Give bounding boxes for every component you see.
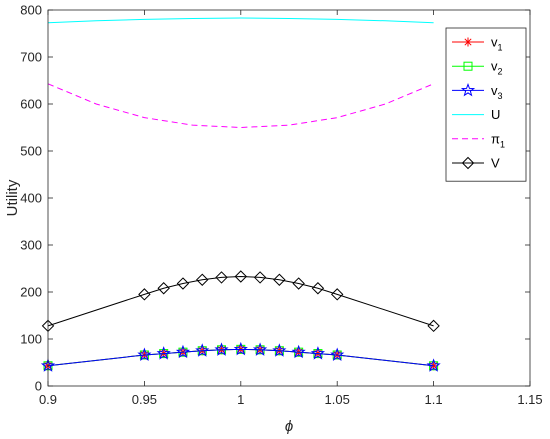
data-point-marker	[272, 343, 287, 357]
data-point-marker	[273, 273, 286, 286]
series-u-upper	[47, 17, 434, 24]
legend-marker	[460, 82, 476, 97]
data-point-marker	[292, 277, 305, 290]
y-tick-label: 600	[20, 97, 42, 112]
x-axis-title: ϕ	[285, 418, 293, 435]
y-tick-label: 700	[20, 50, 42, 65]
data-point-marker	[310, 346, 326, 360]
data-point-marker	[253, 271, 267, 284]
legend-label-subscript: 1	[498, 43, 503, 53]
data-point-marker	[195, 343, 210, 357]
legend-item: v1	[452, 35, 503, 53]
legend-marker	[463, 61, 473, 71]
y-axis-title: Utility	[4, 179, 21, 216]
data-point-marker	[233, 341, 248, 356]
data-point-marker	[252, 342, 268, 356]
y-tick-label: 800	[20, 3, 42, 18]
y-tick-label: 400	[20, 191, 42, 206]
legend-label-subscript: 1	[500, 139, 505, 149]
series-line	[47, 17, 434, 24]
data-point-marker	[157, 282, 170, 295]
series-layer	[40, 17, 441, 372]
y-tick-label: 200	[20, 285, 42, 300]
x-tick-label: 0.9	[39, 392, 57, 407]
x-tick-label: 1	[237, 392, 244, 407]
y-tick-label: 100	[20, 332, 42, 347]
series-line	[47, 275, 434, 327]
legend-label: V	[491, 156, 500, 171]
data-point-marker	[234, 270, 248, 283]
legend-label: v1	[491, 35, 503, 53]
data-point-marker	[137, 347, 152, 361]
x-tick-label: 0.95	[132, 392, 157, 407]
data-point-marker	[214, 342, 229, 356]
data-point-marker	[426, 358, 441, 372]
data-point-marker	[138, 288, 151, 301]
data-point-marker	[330, 288, 344, 301]
y-tick-label: 500	[20, 144, 42, 159]
legend-label-subscript: 3	[498, 91, 503, 101]
legend-marker	[463, 37, 473, 47]
data-point-marker	[196, 273, 209, 286]
legend-label-subscript: 2	[498, 67, 503, 77]
x-tick-label: 1.05	[325, 392, 350, 407]
data-point-marker	[156, 346, 171, 360]
data-point-marker	[427, 319, 440, 333]
legend-item: v3	[452, 83, 503, 101]
series-line	[47, 348, 434, 367]
data-point-marker	[215, 271, 228, 284]
data-point-marker	[175, 344, 191, 359]
y-tick-label: 0	[35, 379, 42, 394]
data-point-marker	[176, 277, 190, 290]
legend-label: v2	[491, 59, 503, 77]
legend-label: U	[491, 107, 500, 122]
data-point-marker	[311, 282, 325, 295]
legend-label: v3	[491, 83, 503, 101]
y-tick-label: 300	[20, 238, 42, 253]
x-tick-label: 1.15	[517, 392, 542, 407]
axes-layer: 0.9 0.95 1 1.05 1.1 1.15 0 100 200 300 400 500 600 70…	[20, 3, 542, 408]
data-point-marker	[330, 347, 345, 361]
legend-item: V	[452, 156, 500, 171]
legend-box	[445, 27, 527, 182]
data-point-marker	[291, 344, 306, 359]
x-tick-label: 1.1	[425, 392, 443, 407]
legend-item: U	[452, 107, 500, 122]
legend-marker	[461, 156, 475, 170]
legend-item: v2	[452, 59, 503, 77]
